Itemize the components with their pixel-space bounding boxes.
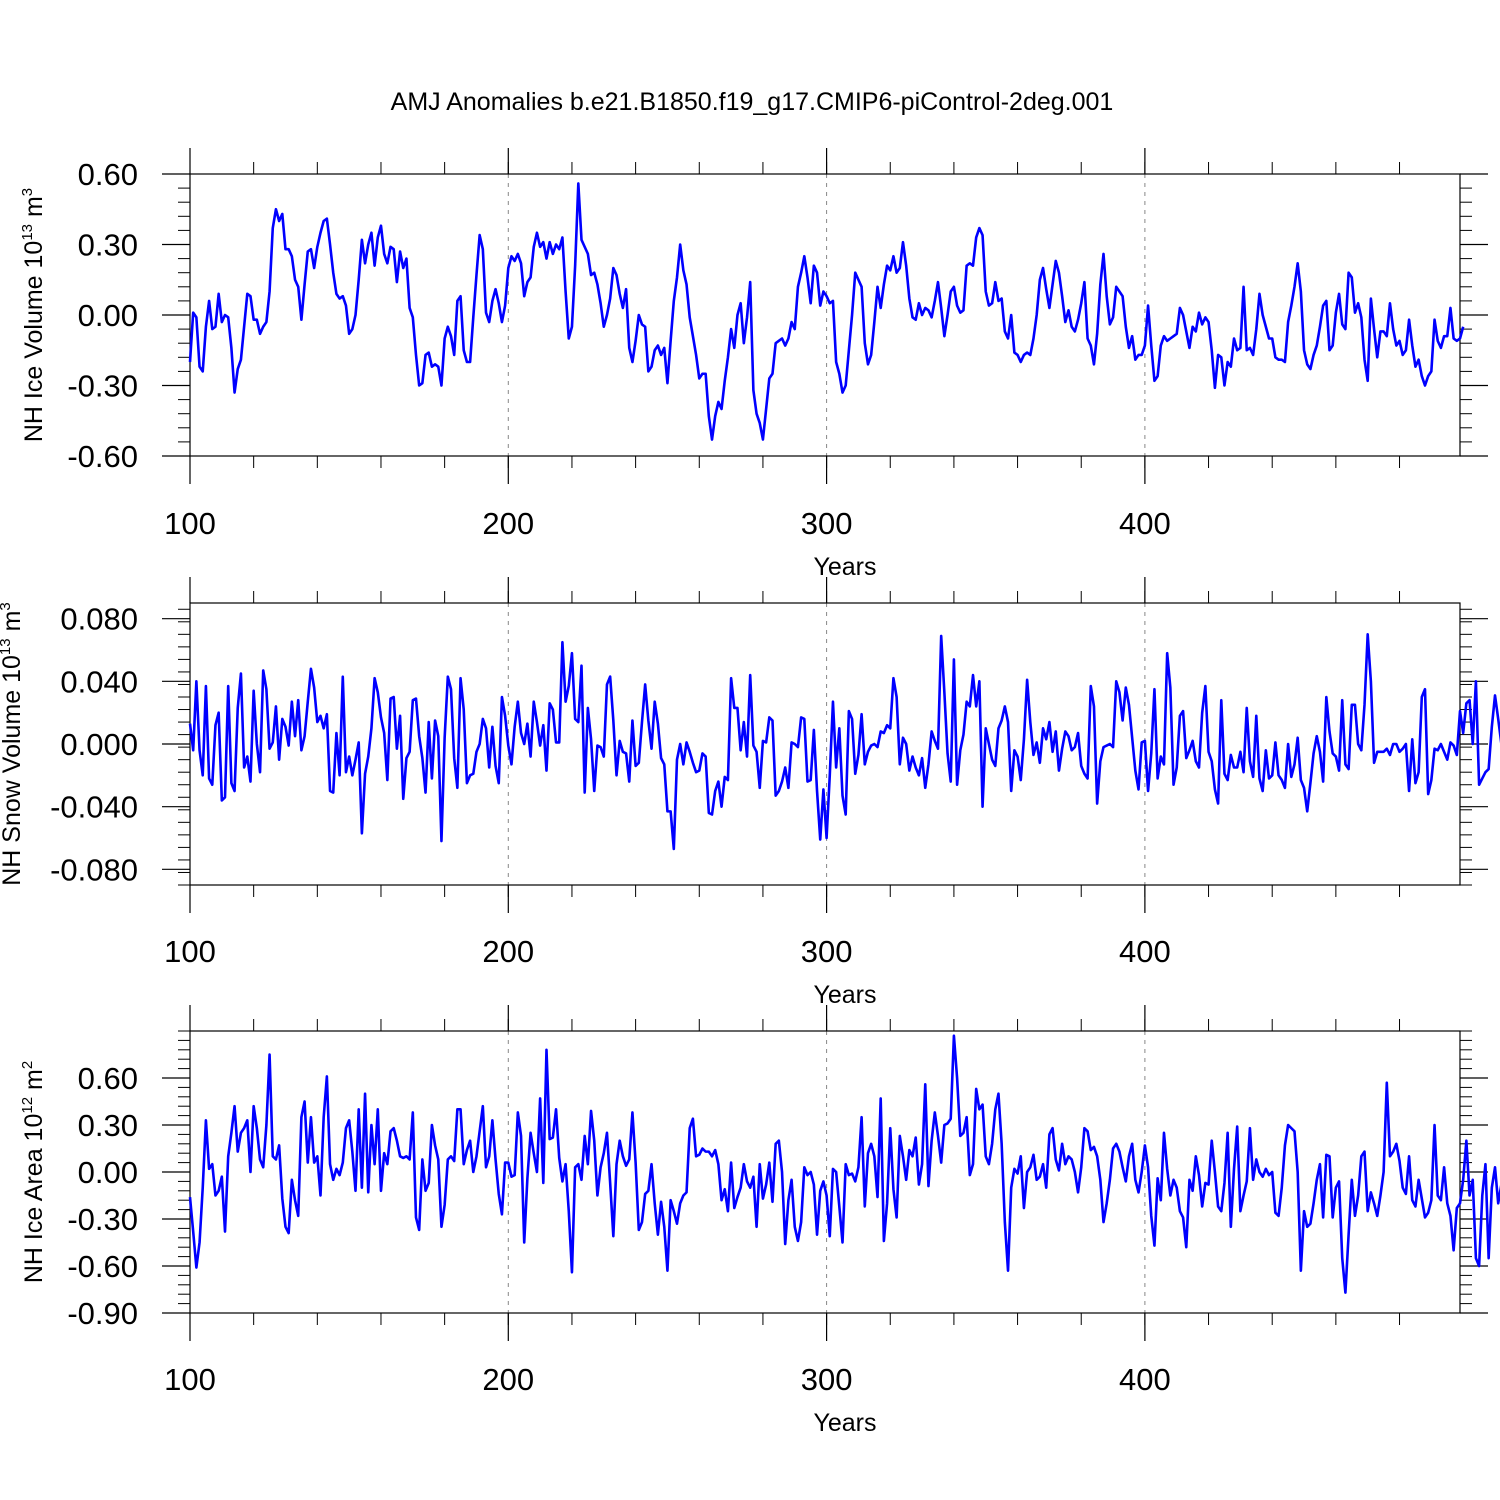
y-tick-label: 0.040 bbox=[60, 664, 138, 699]
x-tick-label: 100 bbox=[164, 1362, 216, 1397]
panel-ice-area: 100 200 300 400 0.60 0.30 0.00 -0.30 -0.60 -0.90 Y… bbox=[19, 1005, 1500, 1437]
y-tick-label: -0.040 bbox=[50, 790, 138, 825]
x-tick-label: 300 bbox=[801, 934, 853, 969]
x-tick-label: 200 bbox=[482, 506, 534, 541]
x-axis-title: Years bbox=[813, 553, 876, 581]
x-tick-label: 300 bbox=[801, 506, 853, 541]
y-tick-label: -0.30 bbox=[67, 1202, 138, 1237]
x-tick-label: 400 bbox=[1119, 1362, 1171, 1397]
y-tick-label: 0.30 bbox=[78, 1108, 138, 1143]
y-tick-label: -0.60 bbox=[67, 439, 138, 474]
y-axis-title: NH Snow Volume 1013 m3 bbox=[0, 602, 26, 886]
panel-snow-volume: 100 200 300 400 0.080 0.040 0.000 -0.040 -0.080 Y… bbox=[0, 577, 1500, 1009]
x-tick-label: 300 bbox=[801, 1362, 853, 1397]
y-tick-label: 0.60 bbox=[78, 1061, 138, 1096]
y-axis-title: NH Ice Volume 1013 m3 bbox=[19, 188, 48, 442]
x-tick-label: 100 bbox=[164, 934, 216, 969]
series-line bbox=[188, 633, 1500, 851]
series-line bbox=[188, 182, 1465, 441]
y-axis-title: NH Ice Area 1012 m2 bbox=[19, 1061, 48, 1283]
y-tick-label: -0.30 bbox=[67, 369, 138, 404]
panel-ice-volume: 100 200 300 400 0.60 0.30 0.00 -0.30 -0.60 Years N… bbox=[19, 148, 1488, 581]
y-tick-label: 0.00 bbox=[78, 1155, 138, 1190]
y-tick-label: 0.60 bbox=[78, 157, 138, 192]
x-tick-label: 400 bbox=[1119, 506, 1171, 541]
y-tick-label: 0.080 bbox=[60, 602, 138, 637]
x-axis-title: Years bbox=[813, 1409, 876, 1437]
y-tick-label: 0.30 bbox=[78, 228, 138, 263]
x-tick-label: 100 bbox=[164, 506, 216, 541]
series-line bbox=[188, 1034, 1500, 1294]
y-tick-label: -0.60 bbox=[67, 1249, 138, 1284]
y-tick-label: 0.000 bbox=[60, 727, 138, 762]
x-tick-label: 200 bbox=[482, 1362, 534, 1397]
figure-title: AMJ Anomalies b.e21.B1850.f19_g17.CMIP6-… bbox=[391, 88, 1114, 116]
x-tick-label: 400 bbox=[1119, 934, 1171, 969]
x-tick-label: 200 bbox=[482, 934, 534, 969]
x-axis-title: Years bbox=[813, 981, 876, 1009]
y-tick-label: -0.080 bbox=[50, 852, 138, 887]
y-tick-label: -0.90 bbox=[67, 1296, 138, 1331]
y-tick-label: 0.00 bbox=[78, 298, 138, 333]
